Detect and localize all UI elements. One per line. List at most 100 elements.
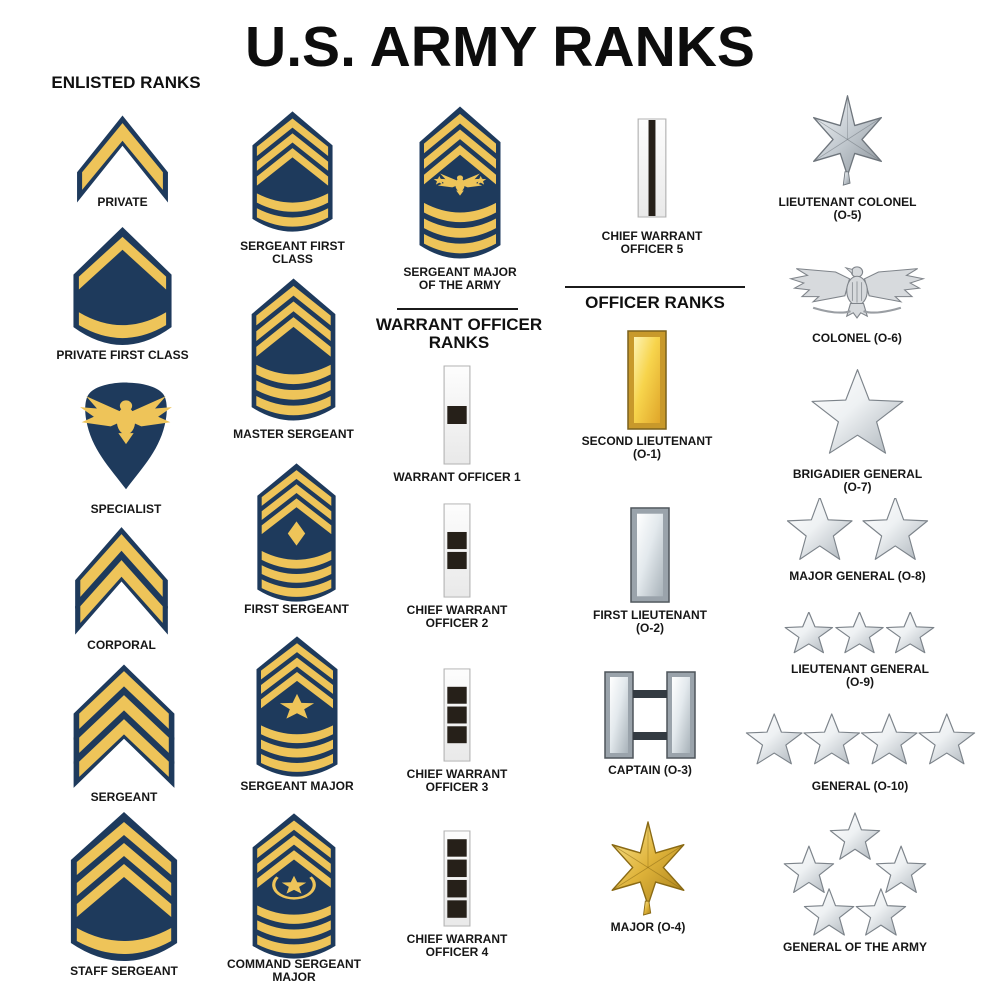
command-sergeant-major-label: COMMAND SERGEANT MAJOR xyxy=(227,958,361,984)
warrant-header-line2: RANKS xyxy=(428,333,490,352)
rank-corporal: CORPORAL xyxy=(70,520,173,652)
warrant-section-divider xyxy=(397,308,518,310)
chief-warrant-officer-3-label: CHIEF WARRANT OFFICER 3 xyxy=(407,768,508,794)
warrant-officer-1-label-line: WARRANT OFFICER 1 xyxy=(393,470,521,484)
corporal-insignia xyxy=(70,520,173,637)
enlisted-ranks-header: ENLISTED RANKS xyxy=(51,73,201,92)
warrant-officer-1-insignia xyxy=(443,365,471,465)
page-title: U.S. ARMY RANKS xyxy=(245,15,755,79)
master-sergeant-insignia xyxy=(247,277,340,422)
sergeant-first-class-insignia xyxy=(248,110,337,233)
sergeant-major-of-the-army-insignia xyxy=(415,105,505,260)
lieutenant-colonel-insignia xyxy=(805,92,890,187)
general-label: GENERAL (O-10) xyxy=(812,780,908,793)
rank-staff-sergeant: STAFF SERGEANT xyxy=(65,810,183,978)
sergeant-major-of-the-army-label-line: OF THE ARMY xyxy=(418,278,502,292)
lieutenant-general-insignia xyxy=(783,612,937,657)
chief-warrant-officer-3-insignia xyxy=(443,668,471,762)
rank-sergeant-first-class: SERGEANT FIRST CLASS xyxy=(240,110,345,266)
staff-sergeant-label: STAFF SERGEANT xyxy=(70,965,178,978)
command-sergeant-major-label-line: COMMAND SERGEANT xyxy=(227,957,361,971)
private-label: PRIVATE xyxy=(97,196,147,209)
rank-sergeant: SERGEANT xyxy=(68,658,180,804)
chief-warrant-officer-2-label: CHIEF WARRANT OFFICER 2 xyxy=(407,604,508,630)
lieutenant-general-label: LIEUTENANT GENERAL (O-9) xyxy=(791,663,929,689)
major-general-label-line: MAJOR GENERAL (O-8) xyxy=(789,569,926,583)
second-lieutenant-label: SECOND LIEUTENANT (O-1) xyxy=(582,435,713,461)
lieutenant-general-label-line: (O-9) xyxy=(846,675,874,689)
first-sergeant-label: FIRST SERGEANT xyxy=(244,603,349,616)
rank-specialist: SPECIALIST xyxy=(75,378,177,516)
general-insignia xyxy=(743,713,977,770)
rank-chief-warrant-officer-3: CHIEF WARRANT OFFICER 3 xyxy=(407,668,507,794)
sergeant-insignia xyxy=(68,658,180,790)
sergeant-major-of-the-army-label: SERGEANT MAJOR OF THE ARMY xyxy=(403,266,516,292)
rank-colonel: COLONEL (O-6) xyxy=(787,255,927,345)
chief-warrant-officer-3-label-line: OFFICER 3 xyxy=(425,780,489,794)
general-of-the-army-insignia xyxy=(783,812,927,940)
lieutenant-colonel-label-line: LIEUTENANT COLONEL xyxy=(778,195,917,209)
private-insignia xyxy=(72,108,173,205)
warrant-officer-1-label: WARRANT OFFICER 1 xyxy=(393,471,520,484)
sergeant-label-line: SERGEANT xyxy=(90,790,158,804)
command-sergeant-major-insignia xyxy=(248,812,340,960)
rank-major: MAJOR (O-4) xyxy=(603,818,693,934)
rank-private-first-class: PRIVATE FIRST CLASS xyxy=(56,225,189,362)
major-general-insignia xyxy=(782,498,933,565)
chief-warrant-officer-4-insignia xyxy=(443,830,471,927)
staff-sergeant-label-line: STAFF SERGEANT xyxy=(70,964,178,978)
chief-warrant-officer-2-label-line: CHIEF WARRANT xyxy=(406,603,508,617)
sergeant-major-of-the-army-label-line: SERGEANT MAJOR xyxy=(403,265,517,279)
command-sergeant-major-label-line: MAJOR xyxy=(272,970,316,984)
private-label-line: PRIVATE xyxy=(97,195,148,209)
second-lieutenant-label-line: (O-1) xyxy=(632,447,661,461)
brigadier-general-label-line: (O-7) xyxy=(843,480,872,494)
specialist-label: SPECIALIST xyxy=(91,503,162,516)
rank-lieutenant-colonel: LIEUTENANT COLONEL (O-5) xyxy=(779,92,917,222)
rank-general: GENERAL (O-10) xyxy=(743,713,977,793)
warrant-officer-ranks-header: WARRANT OFFICER RANKS xyxy=(376,316,542,352)
first-lieutenant-label-line: (O-2) xyxy=(636,621,664,635)
chief-warrant-officer-5-label-line: CHIEF WARRANT xyxy=(601,229,703,243)
sergeant-first-class-label-line: SERGEANT FIRST xyxy=(240,239,345,253)
major-label: MAJOR (O-4) xyxy=(611,921,686,934)
chief-warrant-officer-4-label-line: CHIEF WARRANT xyxy=(406,932,508,946)
rank-lieutenant-general: LIEUTENANT GENERAL (O-9) xyxy=(783,612,937,689)
chief-warrant-officer-5-label-line: OFFICER 5 xyxy=(620,242,684,256)
chief-warrant-officer-4-label-line: OFFICER 4 xyxy=(425,945,489,959)
private-first-class-label-line: PRIVATE FIRST CLASS xyxy=(56,348,189,362)
colonel-label-line: COLONEL (O-6) xyxy=(812,331,902,345)
lieutenant-colonel-label: LIEUTENANT COLONEL (O-5) xyxy=(779,196,917,222)
first-lieutenant-insignia xyxy=(630,507,670,603)
chief-warrant-officer-3-label-line: CHIEF WARRANT xyxy=(406,767,508,781)
sergeant-major-label-line: SERGEANT MAJOR xyxy=(240,779,354,793)
warrant-header-line1: WARRANT OFFICER xyxy=(375,315,543,334)
private-first-class-label: PRIVATE FIRST CLASS xyxy=(56,349,188,362)
staff-sergeant-insignia xyxy=(65,810,183,963)
corporal-label: CORPORAL xyxy=(87,639,156,652)
rank-first-lieutenant: FIRST LIEUTENANT (O-2) xyxy=(593,507,707,635)
rank-command-sergeant-major: COMMAND SERGEANT MAJOR xyxy=(227,812,361,984)
chief-warrant-officer-2-insignia xyxy=(443,503,471,598)
private-first-class-insignia xyxy=(68,225,177,347)
brigadier-general-label: BRIGADIER GENERAL (O-7) xyxy=(793,468,922,494)
sergeant-first-class-label: SERGEANT FIRST CLASS xyxy=(240,240,345,266)
master-sergeant-label-line: MASTER SERGEANT xyxy=(233,427,354,441)
chief-warrant-officer-4-label: CHIEF WARRANT OFFICER 4 xyxy=(407,933,508,959)
sergeant-label: SERGEANT xyxy=(91,791,158,804)
lieutenant-colonel-label-line: (O-5) xyxy=(833,208,862,222)
general-label-line: GENERAL (O-10) xyxy=(811,779,909,793)
first-lieutenant-label: FIRST LIEUTENANT (O-2) xyxy=(593,609,707,635)
colonel-label: COLONEL (O-6) xyxy=(812,332,902,345)
captain-insignia xyxy=(603,670,697,760)
rank-sergeant-major: SERGEANT MAJOR xyxy=(240,635,354,793)
rank-chief-warrant-officer-2: CHIEF WARRANT OFFICER 2 xyxy=(407,503,507,630)
rank-chief-warrant-officer-5: CHIEF WARRANT OFFICER 5 xyxy=(602,118,702,256)
lieutenant-general-label-line: LIEUTENANT GENERAL xyxy=(791,662,929,676)
sergeant-first-class-label-line: CLASS xyxy=(272,252,313,266)
colonel-insignia xyxy=(787,255,927,323)
first-sergeant-label-line: FIRST SERGEANT xyxy=(244,602,349,616)
captain-label-line: CAPTAIN (O-3) xyxy=(608,763,692,777)
brigadier-general-insignia xyxy=(805,365,910,462)
